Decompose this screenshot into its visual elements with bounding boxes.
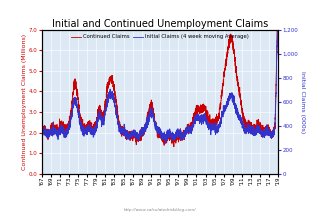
Continued Claims <box>61 130 65 132</box>
Legend: Continued Claims, Initial Claims (4 week moving Average): Continued Claims, Initial Claims (4 week… <box>69 32 251 42</box>
Continued Claims <box>172 145 176 148</box>
Continued Claims <box>212 122 216 125</box>
Y-axis label: Initial Claims (000s): Initial Claims (000s) <box>300 71 305 133</box>
Initial Claims (4 week moving Average) <box>276 60 280 63</box>
Continued Claims <box>254 132 258 135</box>
Initial Claims (4 week moving Average) <box>254 131 258 133</box>
Line: Continued Claims: Continued Claims <box>42 26 278 147</box>
Continued Claims <box>162 138 165 140</box>
Continued Claims <box>40 130 44 133</box>
Continued Claims <box>197 108 201 110</box>
Continued Claims <box>218 107 222 110</box>
Text: http://www.calculatedriskblog.com/: http://www.calculatedriskblog.com/ <box>124 208 196 212</box>
Continued Claims <box>276 24 279 27</box>
Title: Initial and Continued Unemployment Claims: Initial and Continued Unemployment Claim… <box>52 19 268 29</box>
Initial Claims (4 week moving Average) <box>61 130 65 132</box>
Initial Claims (4 week moving Average) <box>162 135 165 138</box>
Continued Claims <box>276 55 280 58</box>
Initial Claims (4 week moving Average) <box>197 115 201 117</box>
Initial Claims (4 week moving Average) <box>164 142 167 144</box>
Initial Claims (4 week moving Average) <box>276 32 279 34</box>
Y-axis label: Continued Unemployment Claims (Millions): Continued Unemployment Claims (Millions) <box>22 34 27 170</box>
Initial Claims (4 week moving Average) <box>212 127 216 130</box>
Initial Claims (4 week moving Average) <box>218 125 222 128</box>
Initial Claims (4 week moving Average) <box>40 131 44 134</box>
Line: Initial Claims (4 week moving Average): Initial Claims (4 week moving Average) <box>42 33 278 143</box>
